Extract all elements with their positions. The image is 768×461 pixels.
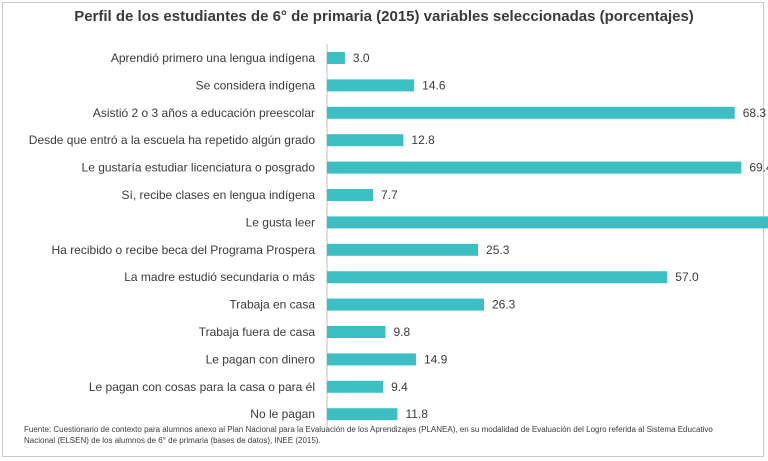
value-label: 11.8: [405, 407, 428, 421]
value-label: 14.9: [424, 352, 448, 366]
value-label: 26.3: [492, 298, 516, 312]
bar: [327, 106, 735, 119]
category-label: Aprendió primero una lengua indígena: [111, 51, 315, 65]
value-label: 9.4: [391, 380, 408, 394]
bar: [327, 298, 485, 311]
bar: [327, 79, 415, 92]
category-label: Trabaja fuera de casa: [199, 325, 316, 339]
bar: [327, 52, 345, 64]
value-label: 3.0: [353, 51, 370, 65]
value-label: 7.7: [381, 188, 398, 202]
value-label: 69.4: [749, 161, 768, 175]
chart-title: Perfil de los estudiantes de 6° de prima…: [74, 8, 694, 25]
bar: [327, 326, 386, 338]
category-label: La madre estudió secundaria o más: [124, 270, 315, 284]
bar: [327, 380, 384, 393]
bar: [327, 134, 404, 147]
bar: [327, 353, 416, 366]
value-labels: 3.014.668.312.869.47.776.325.357.026.39.…: [353, 51, 768, 421]
category-label: Asistió 2 o 3 años a educación preescola…: [93, 106, 315, 120]
bar: [327, 243, 479, 256]
bar: [327, 216, 768, 229]
bar: [327, 161, 742, 174]
bar: [327, 408, 398, 421]
bars-group: [327, 52, 768, 421]
value-label: 57.0: [675, 270, 699, 284]
category-label: Le pagan con cosas para la casa o para é…: [89, 380, 315, 394]
category-label: Se considera indígena: [196, 78, 316, 92]
value-label: 25.3: [486, 243, 510, 257]
source-note: Fuente: Cuestionario de contexto para al…: [24, 425, 713, 445]
value-label: 9.8: [394, 325, 411, 339]
category-label: Le pagan con dinero: [206, 352, 316, 366]
category-label: Trabaja en casa: [229, 298, 315, 312]
value-label: 68.3: [743, 106, 767, 120]
category-label: Ha recibido o recibe beca del Programa P…: [52, 243, 316, 257]
value-label: 14.6: [422, 78, 446, 92]
bar: [327, 271, 668, 284]
category-label: Sí, recibe clases en lengua indígena: [122, 188, 316, 202]
category-labels: Aprendió primero una lengua indígena Se c…: [29, 51, 316, 421]
category-label: Le gustaría estudiar licenciatura o posg…: [82, 161, 316, 175]
bar: [327, 189, 373, 201]
value-label: 12.8: [411, 133, 435, 147]
category-label: No le pagan: [250, 407, 315, 421]
category-label: Le gusta leer: [246, 215, 315, 229]
category-label: Desde que entró a la escuela ha repetido…: [29, 133, 316, 147]
